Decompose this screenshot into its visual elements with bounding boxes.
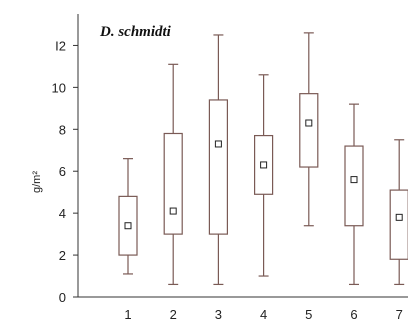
x-tick-label: 7 [396,307,403,322]
y-axis-label: g/m² [31,171,43,193]
box-iqr [389,189,408,260]
y-ticks: 0 2 4 6 8 10 I2 [52,38,78,305]
center-marker [169,207,177,215]
chart-title: D. schmidti [99,24,172,40]
center-marker [395,213,403,221]
boxes [118,32,408,286]
x-tick-label: 5 [305,307,312,322]
box-iqr [344,145,364,227]
box-group [118,158,138,275]
y-tick-label: 2 [59,248,66,263]
y-tick-label: 8 [59,122,66,137]
axes [77,14,408,298]
y-tick-label: 0 [59,290,66,305]
box-group [299,32,319,227]
box-group [344,103,364,286]
box-group [389,139,408,286]
box-iqr [299,93,319,168]
y-tick-label: 4 [59,206,66,221]
box-group [254,74,274,277]
center-marker [260,161,268,169]
center-marker [350,176,358,184]
y-tick-label: 6 [59,164,66,179]
box-iqr [163,132,183,235]
x-tick-label: 6 [350,307,357,322]
box-iqr [208,99,228,235]
y-tick-label: I2 [55,38,66,53]
center-marker [124,222,132,230]
y-tick-label: 10 [52,80,66,95]
center-marker [305,119,313,127]
x-ticks: 1 2 3 4 5 6 7 [124,307,402,322]
x-tick-label: 4 [260,307,267,322]
center-marker [214,140,222,148]
x-tick-label: 2 [170,307,177,322]
x-tick-label: 1 [124,307,131,322]
x-tick-label: 3 [215,307,222,322]
box-group [163,63,183,286]
box-group [208,34,228,286]
